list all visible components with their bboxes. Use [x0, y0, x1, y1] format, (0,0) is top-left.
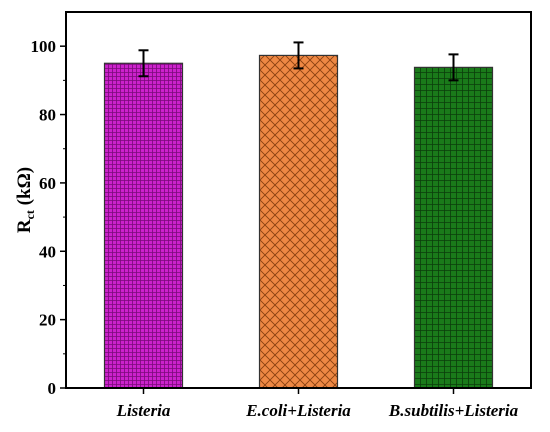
x-tick-label: B.subtilis+Listeria [388, 401, 519, 420]
y-tick-label: 0 [48, 379, 57, 398]
bars-group [103, 54, 494, 389]
y-tick-label: 80 [39, 106, 56, 125]
y-axis: 0 20 40 60 80 100 [31, 37, 66, 398]
error-bar-1 [138, 49, 149, 78]
error-bar-2 [293, 41, 304, 70]
bar-3 [413, 66, 494, 389]
y-tick-label: 20 [39, 311, 56, 330]
y-axis-title: Rct (kΩ) [14, 167, 37, 233]
bar-2 [258, 54, 339, 389]
x-tick-label: Listeria [116, 401, 171, 420]
y-tick-label: 40 [39, 242, 56, 261]
y-tick-label: 100 [31, 37, 57, 56]
error-bar-3 [448, 53, 459, 82]
y-tick-label: 60 [39, 174, 56, 193]
x-axis: Listeria E.coli+Listeria B.subtilis+Lister… [116, 388, 519, 420]
x-tick-label: E.coli+Listeria [245, 401, 351, 420]
bar-1 [103, 62, 184, 389]
error-bars-group [138, 41, 459, 82]
